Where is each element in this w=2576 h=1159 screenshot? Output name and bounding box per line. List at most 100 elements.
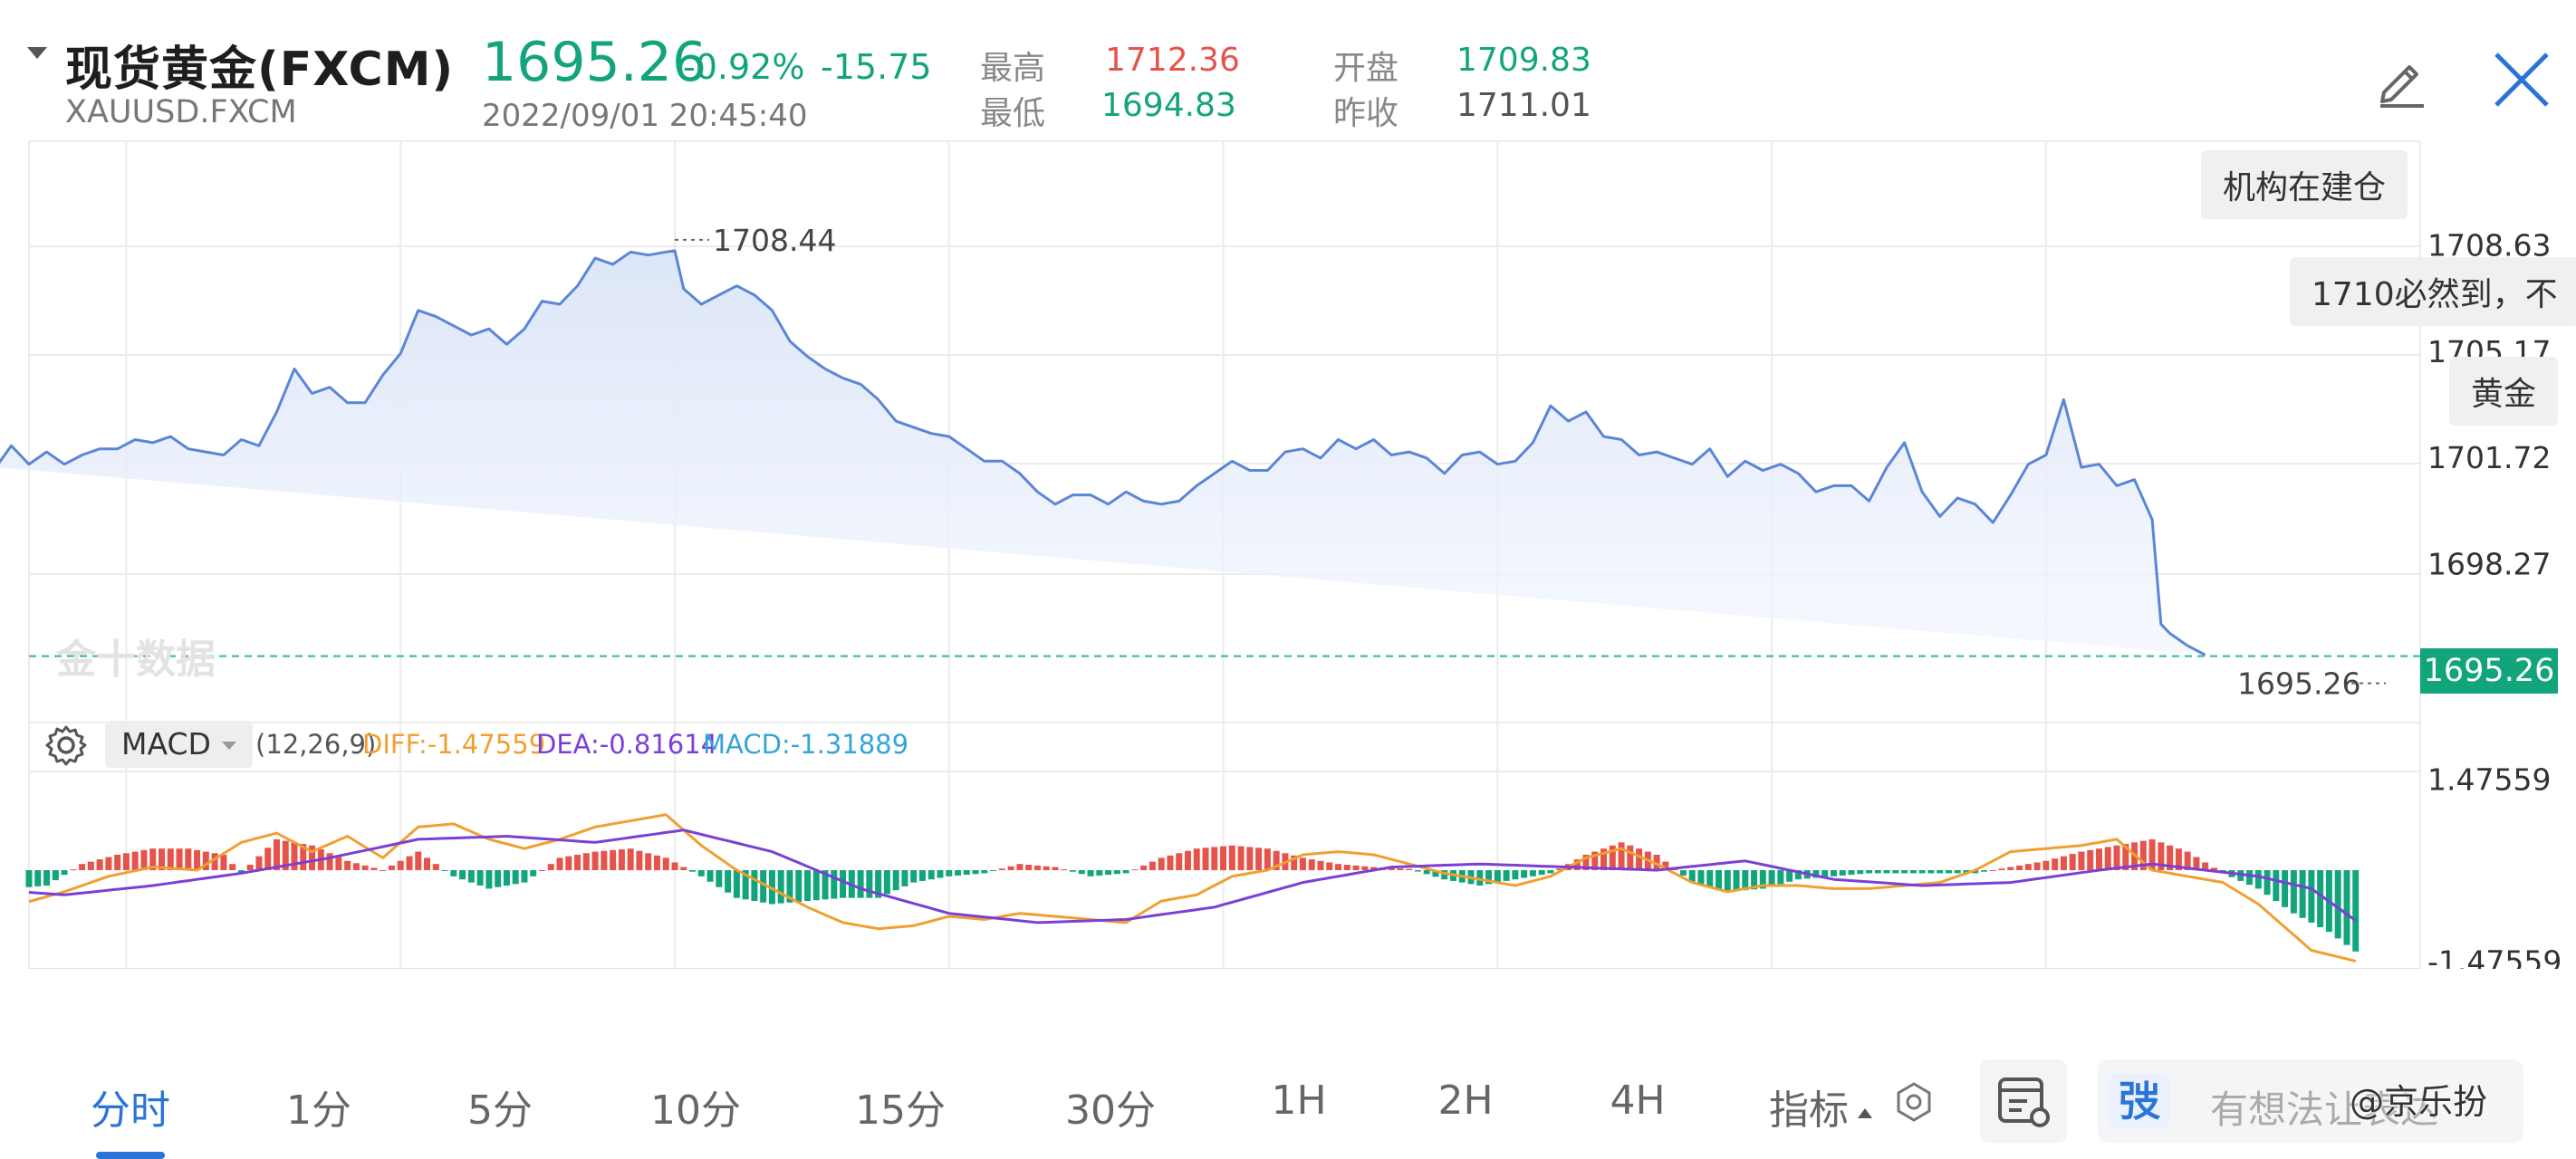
macd-histogram-bar — [2343, 870, 2350, 945]
open-label: 开盘 — [1333, 50, 1399, 87]
macd-histogram-bar — [627, 848, 634, 870]
macd-histogram-bar — [25, 870, 33, 887]
macd-histogram-bar — [2193, 857, 2200, 870]
macd-histogram-bar — [1981, 870, 1988, 872]
macd-histogram-bar — [697, 870, 705, 876]
macd-histogram-bar — [963, 870, 970, 876]
macd-histogram-bar — [2184, 851, 2191, 870]
macd-histogram-bar — [1113, 870, 1120, 875]
macd-histogram-bar — [1954, 870, 1961, 874]
macd-histogram-bar — [582, 853, 590, 870]
macd-histogram-bar — [883, 870, 890, 895]
macd-histogram-bar — [1937, 870, 1944, 874]
macd-histogram-bar — [2122, 844, 2129, 870]
gear-icon[interactable] — [45, 724, 87, 766]
macd-histogram-bar — [1768, 870, 1775, 886]
macd-histogram-bar — [1043, 866, 1050, 870]
legend-macd: MACD:-1.31889 — [703, 729, 909, 760]
macd-histogram-bar — [495, 870, 502, 887]
indicator-select-label: MACD — [121, 726, 211, 761]
macd-histogram-bar — [361, 865, 369, 870]
macd-histogram-bar — [34, 870, 42, 886]
macd-histogram-bar — [1679, 870, 1687, 876]
macd-histogram-bar — [1423, 870, 1430, 875]
macd-histogram-bar — [1998, 868, 2005, 870]
macd-histogram-bar — [388, 865, 395, 870]
tab-intraday[interactable]: 分时 — [91, 1087, 170, 1134]
low-label: 最低 — [980, 95, 1046, 132]
macd-histogram-bar — [901, 870, 908, 886]
macd-histogram-bar — [2043, 860, 2050, 870]
macd-histogram-bar — [291, 842, 298, 870]
macd-histogram-bar — [1202, 848, 1209, 870]
macd-histogram-bar — [636, 850, 643, 870]
calendar-button[interactable] — [1980, 1059, 2067, 1143]
tab-1min[interactable]: 1分 — [286, 1087, 351, 1134]
macd-histogram-bar — [1777, 870, 1784, 885]
macd-histogram-bar — [1759, 870, 1766, 889]
macd-histogram-bar — [237, 870, 245, 874]
macd-histogram-bar — [2095, 848, 2102, 870]
comment-bubble-3[interactable]: 黄金 — [2449, 357, 2559, 426]
macd-histogram-bar — [1874, 870, 1881, 874]
price-macd-chart[interactable]: 09-01 16:4109-01 17:1209-01 17:4309-01 1… — [0, 136, 2576, 969]
edit-pencil-icon[interactable] — [2373, 53, 2429, 109]
comment-bubble-2[interactable]: 1710必然到，不 — [2290, 257, 2576, 326]
macd-histogram-bar — [1441, 870, 1448, 880]
macd-histogram-bar — [831, 870, 838, 899]
tab-4h[interactable]: 4H — [1610, 1078, 1666, 1124]
macd-histogram-bar — [397, 860, 404, 870]
macd-histogram-bar — [725, 870, 732, 893]
macd-histogram-bar — [1070, 870, 1077, 872]
tab-30min[interactable]: 30分 — [1065, 1087, 1156, 1134]
macd-histogram-bar — [432, 864, 439, 870]
macd-histogram-bar — [733, 870, 740, 898]
macd-histogram-bar — [1972, 870, 1979, 874]
tab-2h[interactable]: 2H — [1437, 1078, 1494, 1124]
current-price-tag: 1695.26 — [2420, 648, 2558, 694]
macd-histogram-bar — [760, 870, 767, 903]
close-icon[interactable] — [2489, 47, 2554, 112]
macd-histogram-bar — [2308, 870, 2315, 923]
macd-histogram-bar — [2148, 838, 2156, 870]
macd-histogram-bar — [2299, 870, 2306, 918]
symbol-dropdown-icon[interactable] — [27, 47, 47, 59]
tab-10min[interactable]: 10分 — [650, 1087, 741, 1134]
macd-histogram-bar — [601, 850, 608, 870]
macd-histogram-bar — [450, 870, 457, 876]
tab-15min[interactable]: 15分 — [855, 1087, 946, 1134]
macd-histogram-bar — [255, 856, 263, 870]
bullish-bearish-icon[interactable]: 弢 — [2103, 1068, 2176, 1134]
macd-histogram-bar — [1706, 870, 1714, 887]
chart-settings-icon[interactable] — [1893, 1081, 1935, 1123]
macd-histogram-bar — [380, 870, 387, 871]
current-price: 1695.26 — [482, 31, 707, 94]
macd-histogram-bar — [751, 870, 758, 902]
indicator-select[interactable]: MACD — [105, 721, 253, 768]
macd-histogram-bar — [2352, 870, 2360, 952]
macd-histogram-bar — [1343, 865, 1350, 870]
macd-histogram-bar — [1963, 870, 1970, 874]
macd-histogram-bar — [1839, 870, 1846, 876]
comment-bubble-1[interactable]: 机构在建仓 — [2201, 150, 2408, 219]
macd-histogram-bar — [812, 870, 820, 901]
macd-histogram-bar — [1317, 860, 1324, 870]
macd-histogram-bar — [1662, 861, 1669, 870]
tab-1h[interactable]: 1H — [1271, 1078, 1327, 1124]
instrument-title[interactable]: 现货黄金(FXCM) — [65, 43, 455, 97]
last-price-label: 1695.26 — [2237, 666, 2360, 702]
macd-histogram-bar — [1326, 862, 1333, 870]
tab-5min[interactable]: 5分 — [467, 1087, 533, 1134]
macd-y-tick-label: -1.47559 — [2427, 944, 2562, 969]
svg-text:弢: 弢 — [2119, 1077, 2161, 1125]
macd-histogram-bar — [1697, 870, 1705, 886]
macd-histogram-bar — [1512, 870, 1519, 880]
price-area — [0, 250, 2206, 656]
macd-histogram-bar — [840, 870, 847, 898]
macd-histogram-bar — [1688, 870, 1696, 883]
macd-histogram-bar — [476, 870, 484, 886]
macd-histogram-bar — [1901, 870, 1908, 874]
macd-histogram-bar — [998, 868, 1005, 870]
tab-indicators[interactable]: 指标 — [1769, 1078, 1872, 1135]
macd-histogram-bar — [441, 870, 448, 871]
